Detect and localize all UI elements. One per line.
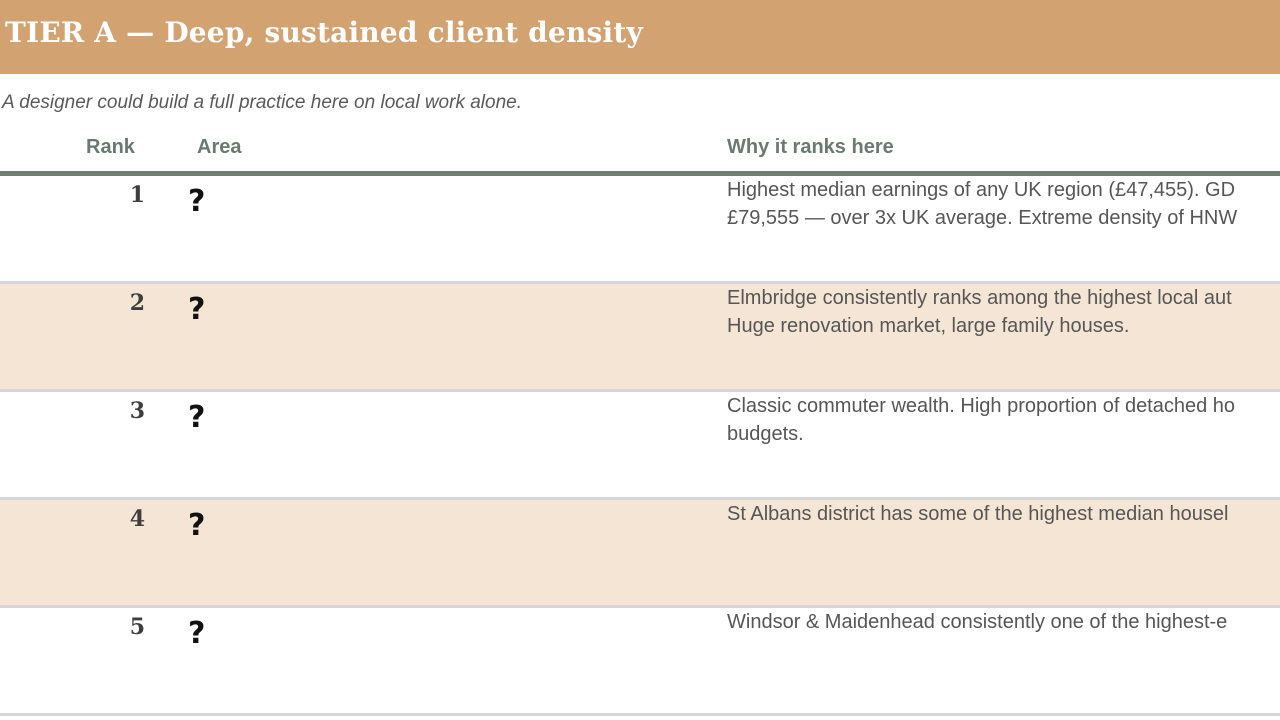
table-row: 4 ? St Albans district has some of the h… — [0, 500, 1280, 608]
column-header-rank: Rank — [86, 136, 135, 158]
ranking-table-body: 1 ? Highest median earnings of any UK re… — [0, 176, 1280, 716]
area-cell: ? — [188, 292, 206, 327]
why-text-line: Elmbridge consistently ranks among the h… — [727, 287, 1232, 309]
why-cell: Classic commuter wealth. High proportion… — [727, 392, 1280, 448]
why-text-line: budgets. — [727, 423, 804, 445]
why-cell: St Albans district has some of the highe… — [727, 500, 1280, 528]
why-text-line: Highest median earnings of any UK region… — [727, 179, 1236, 201]
rank-cell: 3 — [129, 398, 145, 424]
column-header-area: Area — [197, 136, 242, 158]
why-text-line: Classic commuter wealth. High proportion… — [727, 395, 1236, 417]
tier-subtitle: A designer could build a full practice h… — [2, 92, 522, 113]
rank-cell: 4 — [129, 506, 145, 532]
rank-cell: 1 — [129, 182, 145, 208]
table-row: 3 ? Classic commuter wealth. High propor… — [0, 392, 1280, 500]
tier-banner: TIER A — Deep, sustained client density — [0, 0, 1280, 74]
why-cell: Highest median earnings of any UK region… — [727, 176, 1280, 232]
table-row: 1 ? Highest median earnings of any UK re… — [0, 176, 1280, 284]
why-cell: Elmbridge consistently ranks among the h… — [727, 284, 1280, 340]
why-text-line: St Albans district has some of the highe… — [727, 503, 1229, 525]
header-divider — [0, 171, 1280, 176]
why-text-line: Windsor & Maidenhead consistently one of… — [727, 611, 1228, 633]
area-cell: ? — [188, 400, 206, 435]
rank-cell: 5 — [129, 614, 145, 640]
why-text-line: £79,555 — over 3x UK average. Extreme de… — [727, 207, 1238, 229]
area-cell: ? — [188, 508, 206, 543]
area-cell: ? — [188, 616, 206, 651]
rank-cell: 2 — [129, 290, 145, 316]
area-cell: ? — [188, 184, 206, 219]
table-row: 2 ? Elmbridge consistently ranks among t… — [0, 284, 1280, 392]
column-header-why: Why it ranks here — [727, 136, 894, 158]
table-row: 5 ? Windsor & Maidenhead consistently on… — [0, 608, 1280, 716]
tier-title: TIER A — Deep, sustained client density — [5, 16, 643, 49]
why-text-line: Huge renovation market, large family hou… — [727, 315, 1130, 337]
why-cell: Windsor & Maidenhead consistently one of… — [727, 608, 1280, 636]
